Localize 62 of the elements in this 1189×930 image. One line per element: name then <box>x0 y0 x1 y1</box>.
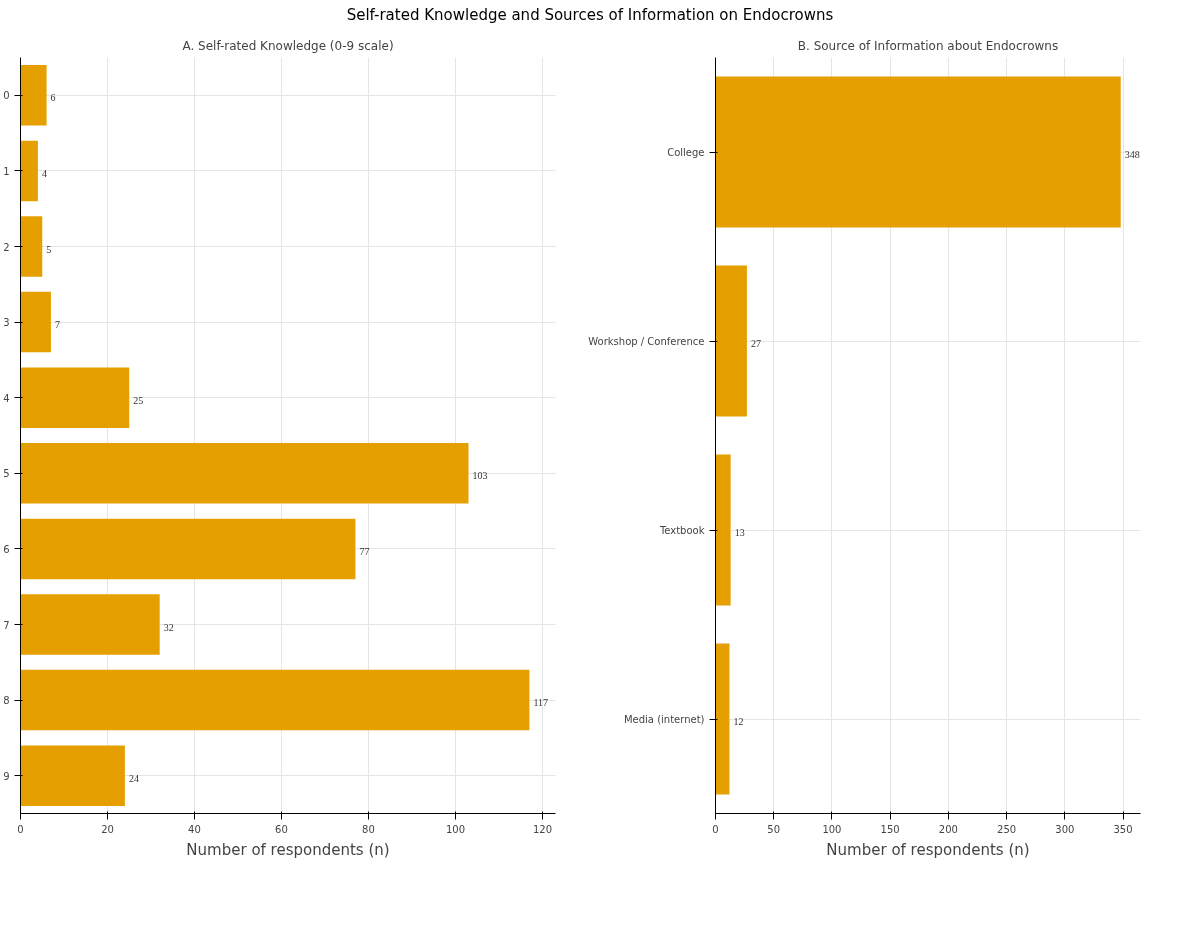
x-tick-label: 60 <box>275 823 288 835</box>
y-tick-label: College <box>667 146 705 158</box>
bar <box>715 265 747 418</box>
data-label: 4 <box>41 168 47 180</box>
x-tick-label: 200 <box>938 823 958 835</box>
data-label: 348 <box>1124 149 1140 161</box>
x-axis-title: Number of respondents (n) <box>186 840 390 859</box>
x-tick-label: 0 <box>17 823 24 835</box>
bar <box>20 443 469 504</box>
data-label: 103 <box>472 470 488 482</box>
chart-title: B. Source of Information about Endocrowns <box>797 38 1059 53</box>
x-tick-label: 100 <box>445 823 466 835</box>
x-tick-label: 20 <box>101 823 114 835</box>
x-tick-label: 80 <box>362 823 375 835</box>
y-tick-label: 2 <box>3 241 10 253</box>
y-tick-label: 7 <box>3 619 10 631</box>
data-label: 13 <box>734 527 745 539</box>
bar <box>715 643 730 796</box>
x-tick-label: 300 <box>1055 823 1075 835</box>
data-label: 24 <box>128 773 139 785</box>
x-tick-label: 40 <box>188 823 201 835</box>
data-label: 77 <box>359 546 370 558</box>
data-label: 25 <box>133 395 144 407</box>
x-tick-label: 100 <box>822 823 842 835</box>
data-label: 27 <box>750 338 761 350</box>
x-tick-label: 120 <box>532 823 552 835</box>
data-label: 5 <box>46 243 52 255</box>
bar <box>20 65 47 126</box>
y-tick-label: Media (internet) <box>623 713 705 725</box>
x-tick-label: 0 <box>712 823 719 835</box>
data-label: 7 <box>54 319 60 331</box>
x-tick-label: 250 <box>997 823 1017 835</box>
bar <box>20 292 51 353</box>
text: Self-rated Knowledge and Sources of Information on Endocrowns <box>346 5 834 26</box>
y-tick-label: 3 <box>3 317 10 329</box>
x-tick-label: 50 <box>767 823 781 835</box>
x-tick-label: 350 <box>1113 823 1133 835</box>
x-axis-title: Number of respondents (n) <box>826 840 1030 859</box>
y-tick-label: Workshop / Conference <box>588 335 705 347</box>
bar <box>20 745 125 807</box>
bar <box>715 454 731 607</box>
bar <box>20 141 38 202</box>
data-label: 32 <box>163 621 174 633</box>
bar <box>20 216 43 278</box>
y-tick-label: 1 <box>3 166 10 178</box>
y-tick-label: 0 <box>3 90 10 102</box>
bar <box>20 670 530 731</box>
bar <box>20 594 160 656</box>
y-tick-label: 5 <box>3 468 10 480</box>
bar <box>20 519 356 580</box>
data-label: 117 <box>533 697 549 709</box>
y-tick-label: 4 <box>3 393 10 405</box>
y-tick-label: Textbook <box>658 524 705 536</box>
y-tick-label: 6 <box>3 544 10 556</box>
data-label: 12 <box>733 716 744 728</box>
bar <box>715 76 1121 229</box>
chart-title: A. Self-rated Knowledge (0-9 scale) <box>182 38 394 53</box>
y-tick-label: 8 <box>3 695 10 707</box>
x-tick-label: 150 <box>880 823 900 835</box>
bar <box>20 367 130 429</box>
data-label: 6 <box>50 92 56 104</box>
y-tick-label: 9 <box>3 771 10 783</box>
